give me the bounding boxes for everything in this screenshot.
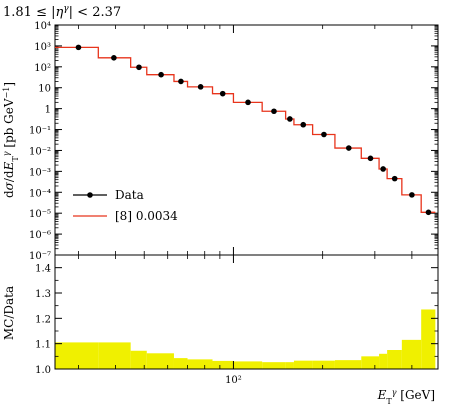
ratio-band-bin — [312, 360, 335, 369]
main-y-tick-label: 10⁻⁷ — [29, 251, 51, 262]
ratio-y-tick-label: 1.2 — [35, 314, 51, 325]
main-y-tick-label: 10³ — [34, 42, 51, 53]
data-point — [197, 84, 204, 90]
ratio-y-tick-label: 1.1 — [35, 340, 51, 351]
ratio-y-axis-title: MC/Data — [2, 286, 16, 340]
ratio-band-bin — [293, 360, 313, 369]
mc-step-line — [55, 46, 436, 213]
data-point — [300, 121, 307, 128]
ratio-x-ticks: 10² — [78, 255, 413, 386]
ratio-band-bin — [379, 353, 388, 369]
data-point — [158, 71, 164, 78]
main-y-tick-label: 10⁻² — [29, 146, 51, 157]
main-y-tick-label: 10⁻⁶ — [29, 230, 51, 241]
x-tick-label: 10² — [225, 375, 242, 386]
ratio-band — [55, 309, 436, 369]
data-point — [380, 166, 386, 172]
data-point — [391, 175, 398, 182]
data-point — [136, 64, 142, 71]
main-series — [55, 44, 436, 216]
data-point — [321, 131, 327, 138]
ratio-y-tick-label: 1.4 — [35, 264, 51, 275]
ratio-band-bin — [387, 350, 402, 369]
header-label: 1.81 ≤ |ηγ| < 2.37 — [3, 4, 121, 20]
legend-data-label: Data — [115, 188, 144, 202]
data-point — [425, 209, 432, 216]
main-x-ticks — [78, 25, 413, 255]
main-y-tick-label: 10 — [38, 84, 51, 95]
main-y-tick-label: 10² — [34, 63, 51, 74]
ratio-plot-frame — [54, 254, 439, 370]
data-point — [409, 192, 415, 198]
ratio-band-bin — [187, 359, 213, 369]
main-y-tick-label: 10⁻¹ — [29, 126, 51, 137]
x-axis-title: ETγ [GeV] — [377, 388, 435, 406]
main-y-tick-label: 1 — [45, 105, 51, 116]
data-point — [271, 108, 277, 115]
data-point — [111, 54, 117, 61]
ratio-band-bin — [401, 339, 422, 369]
main-y-axis-title: dσ/dETγ [pb GeV−1] — [2, 82, 20, 198]
data-point — [219, 90, 226, 97]
ratio-y-ticks: 1.0 1.1 1.2 1.3 1.4 — [35, 264, 438, 376]
data-point — [245, 99, 251, 106]
ratio-band-bin — [146, 353, 174, 369]
main-y-tick-label: 10⁴ — [34, 21, 51, 32]
data-point — [367, 155, 374, 162]
data-point — [75, 44, 82, 51]
legend-mc-label: [8] 0.0034 — [115, 209, 178, 223]
ratio-band-bin — [285, 362, 294, 369]
ratio-band-bin — [55, 342, 99, 369]
main-y-tick-label: 10⁻⁴ — [29, 188, 51, 199]
data-point — [345, 145, 352, 151]
ratio-band-bin — [212, 360, 234, 369]
ratio-band-bin — [334, 360, 362, 369]
ratio-band-bin — [173, 358, 188, 369]
data-point — [178, 78, 184, 85]
ratio-band-bin — [233, 361, 263, 369]
ratio-band-bin — [262, 362, 286, 369]
data-point — [287, 116, 293, 122]
main-y-tick-label: 10⁻⁵ — [29, 209, 51, 220]
ratio-y-tick-label: 1.3 — [35, 289, 51, 300]
ratio-y-tick-label: 1.0 — [35, 365, 51, 376]
main-y-tick-label: 10⁻³ — [29, 167, 51, 178]
legend: Data [8] 0.0034 — [73, 188, 178, 223]
ratio-band-bin — [421, 309, 436, 369]
legend-data-marker — [87, 192, 93, 198]
ratio-band-bin — [98, 342, 131, 369]
ratio-band-bin — [130, 350, 147, 369]
ratio-band-bin — [361, 356, 380, 369]
main-y-ticks: 10⁴ 10³ 10² 10 1 10⁻¹ 10⁻² 10⁻³ 10⁻⁴ 10⁻⁵ 10⁻⁶ 10⁻⁷ — [29, 21, 438, 262]
